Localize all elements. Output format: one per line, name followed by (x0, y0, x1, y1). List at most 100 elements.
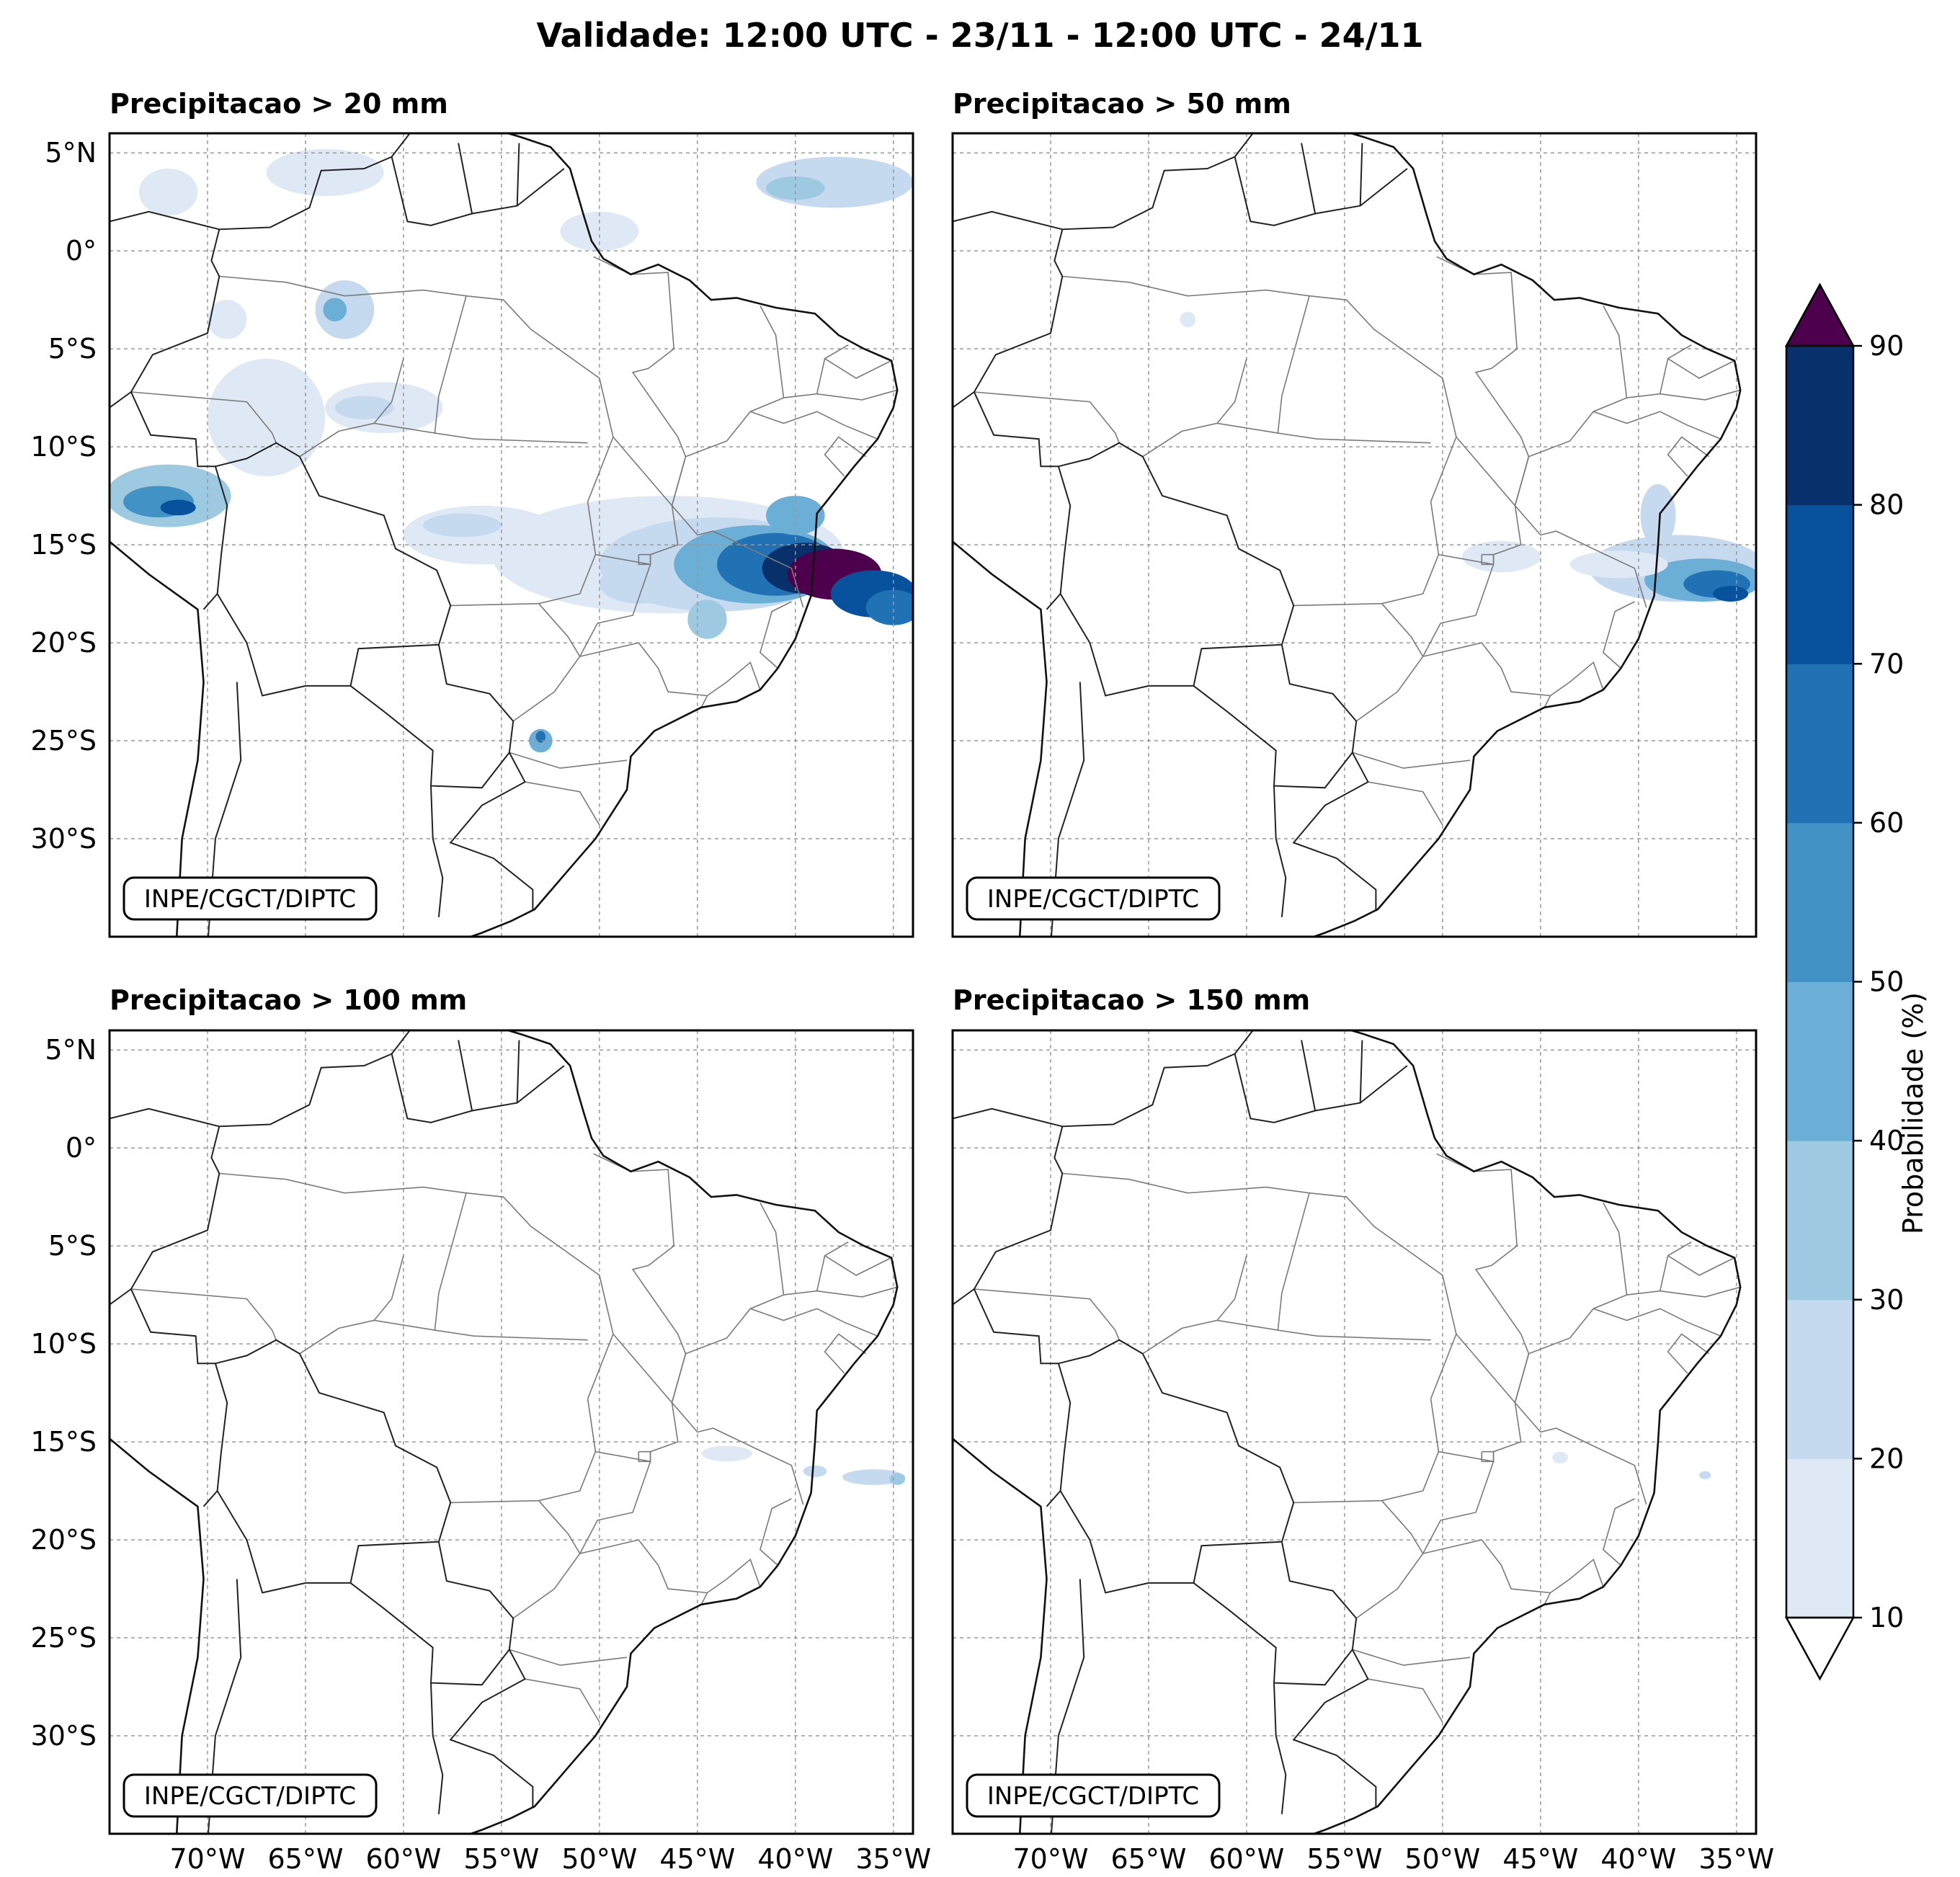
lon-tick-label: 50°W (561, 1843, 637, 1875)
probability-area (1552, 1451, 1568, 1464)
probability-area (1462, 540, 1541, 573)
lon-tick-label: 65°W (267, 1843, 343, 1875)
lon-tick-label: 45°W (1502, 1843, 1578, 1875)
state-border (1309, 1192, 1457, 1399)
colorbar-segment (1786, 504, 1853, 664)
watermark-text: INPE/CGCT/DIPTC (144, 1782, 356, 1811)
colorbar-segment (1786, 1299, 1853, 1459)
state-border (593, 1153, 687, 1403)
country-border (216, 593, 439, 697)
coastline (953, 133, 1742, 937)
state-border (700, 1558, 761, 1605)
state-border (1422, 564, 1494, 657)
country-border (391, 1030, 411, 1055)
state-border (1293, 1399, 1440, 1504)
watermark-text: INPE/CGCT/DIPTC (987, 885, 1199, 914)
country-border (110, 391, 132, 409)
state-border (1368, 1678, 1443, 1723)
colorbar-tick-label: 90 (1869, 330, 1904, 362)
colorbar-tick-label: 40 (1869, 1125, 1904, 1156)
state-border (595, 1333, 679, 1463)
state-border (1293, 501, 1440, 607)
country-border (202, 1363, 228, 1507)
state-border (1514, 456, 1647, 608)
probability-area (266, 148, 384, 197)
watermark-box (966, 1773, 1221, 1818)
state-border (974, 1288, 1120, 1340)
state-border (1438, 436, 1522, 566)
country-border (1193, 685, 1353, 789)
probability-area (1569, 550, 1668, 579)
state-border (816, 389, 898, 401)
colorbar-segment (1786, 664, 1853, 824)
state-border (824, 1333, 867, 1374)
state-border (974, 391, 1120, 443)
lat-tick-label: 30°S (31, 1720, 97, 1752)
lon-tick-label: 60°W (1208, 1843, 1284, 1875)
state-border (1436, 256, 1530, 506)
country-border (953, 1107, 1063, 1128)
probability-area (138, 168, 198, 216)
probability-area (323, 298, 347, 322)
lon-tick-label: 40°W (757, 1843, 833, 1875)
lon-tick-label: 45°W (659, 1843, 735, 1875)
state-border (1368, 781, 1443, 826)
lon-tick-label: 60°W (365, 1843, 441, 1875)
probability-area (1180, 311, 1196, 328)
country-border (1301, 143, 1317, 214)
state-border (579, 1539, 708, 1594)
colorbar-segment (1786, 1458, 1853, 1618)
watermark-box (966, 876, 1221, 921)
country-border (349, 685, 510, 789)
state-border (1626, 344, 1692, 398)
colorbar-label: Probabilidade (%) (1897, 991, 1929, 1235)
country-border (1234, 1030, 1254, 1055)
state-border (783, 344, 849, 398)
lat-tick-label: 20°S (31, 627, 97, 659)
state-border (1422, 1461, 1494, 1554)
state-border (579, 564, 651, 657)
country-border (1301, 1040, 1317, 1111)
country-border (430, 1682, 444, 1814)
probability-area (701, 1445, 752, 1462)
country-border (1273, 785, 1287, 917)
state-border (130, 391, 277, 443)
state-border (593, 256, 687, 506)
lat-tick-label: 25°S (31, 725, 97, 757)
state-border (671, 1353, 804, 1505)
watermark-box (122, 1773, 378, 1818)
probability-area (1713, 586, 1749, 602)
lat-tick-label: 5°S (48, 333, 97, 365)
lon-tick-label: 40°W (1600, 1843, 1676, 1875)
country-border (1273, 1682, 1287, 1814)
colorbar-under-arrow (1784, 1616, 1856, 1681)
country-border (1046, 466, 1072, 610)
state-border (1309, 295, 1457, 502)
lat-tick-label: 20°S (31, 1524, 97, 1556)
coastline (110, 133, 899, 937)
country-border (516, 1040, 520, 1103)
state-border (638, 1450, 651, 1463)
colorbar-tick-label: 20 (1869, 1443, 1904, 1474)
state-border (466, 295, 614, 502)
state-border (638, 553, 651, 566)
probability-area (889, 1473, 906, 1485)
lat-tick-label: 15°S (31, 1426, 97, 1458)
colorbar-tick-label: 60 (1869, 807, 1904, 839)
colorbar-tick-label: 10 (1869, 1602, 1904, 1633)
state-border (700, 661, 761, 708)
state-border (759, 1498, 792, 1566)
state-border (759, 601, 792, 669)
panel-title-50mm: Precipitacao > 50 mm (953, 88, 1291, 120)
lon-tick-label: 55°W (1306, 1843, 1382, 1875)
country-border (1059, 593, 1282, 697)
lat-tick-label: 5°S (48, 1230, 97, 1262)
map-background (953, 133, 1756, 937)
lat-tick-label: 5°N (45, 1034, 97, 1066)
lon-tick-label: 65°W (1110, 1843, 1186, 1875)
probability-area (207, 358, 326, 476)
probability-area (207, 300, 247, 339)
state-border (1422, 1539, 1551, 1594)
country-border (953, 210, 1063, 231)
